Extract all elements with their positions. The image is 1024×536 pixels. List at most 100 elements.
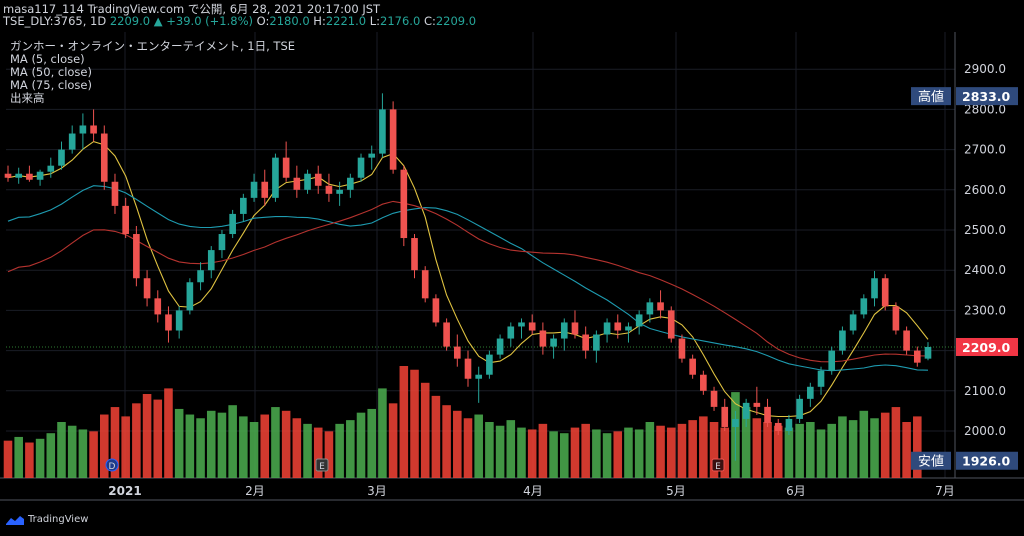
candle-body [507,326,515,339]
candle-body [443,322,450,347]
candle-body [432,298,440,323]
candle-body [689,358,696,375]
volume-bar [474,414,483,478]
candle-body [175,310,183,331]
volume-bar [741,407,751,478]
legend-ma50[interactable]: MA (50, close) [10,65,92,79]
volume-bar [763,422,772,478]
volume-bar [356,412,366,478]
legend-volume[interactable]: 出来高 [10,91,45,105]
ma5-line [7,140,929,418]
volume-bar [656,425,665,478]
price-tick-label: 2400.0 [964,263,1006,277]
volume-bars [3,366,922,478]
candle-body [742,402,750,419]
candle-body [892,306,900,331]
candle-body [710,390,718,407]
volume-bar [666,427,676,478]
volume-bar [292,418,302,478]
volume-bar [549,431,558,478]
volume-bar [784,427,794,478]
brand-label: TradingView [28,514,89,525]
volume-bar [570,427,580,478]
open-label: O: [256,14,270,28]
event-marker-label: E [715,462,721,472]
candle-body [218,234,226,251]
dividend-marker-icon [105,458,119,472]
volume-bar [602,433,612,478]
volume-bar [634,429,644,478]
candlesticks [4,93,932,461]
candle-body [79,125,87,134]
price-tick-label: 2500.0 [964,223,1006,237]
time-tick-label: 5月 [666,484,686,498]
volume-bar [399,366,409,478]
volume-bar [870,418,879,478]
volume-bar [378,388,387,478]
candle-body [68,133,76,150]
volume-bar [752,418,762,478]
candle-body [368,153,376,158]
price-axis: 2900.0 2800.0 2700.0 2600.0 2500.0 2400.0 2300… [964,62,1006,438]
candle-body [165,314,172,331]
volume-bar [624,427,633,478]
legend-ma5[interactable]: MA (5, close) [10,52,85,66]
volume-bar [463,418,473,478]
candle-body [379,109,386,154]
time-tick-label: 7月 [935,484,955,498]
price-tick-label: 2900.0 [964,62,1006,76]
high-label: H: [313,14,326,28]
volume-bar [838,416,847,478]
candle-body [464,358,472,379]
candle-body [400,169,408,239]
price-tick-label: 2600.0 [964,183,1006,197]
volume-bar [313,427,323,478]
volume-bar [100,414,109,478]
candle-body [261,181,269,198]
low-label-name: 安値 [918,454,944,470]
candle-body [796,398,803,419]
candle-body [90,125,97,134]
symbol: TSE_DLY:3765, 1D [3,14,107,28]
candle-body [282,157,290,178]
tradingview-footer[interactable]: TradingView [6,514,88,525]
volume-bar [281,410,291,478]
event-marker-label: D [109,462,116,472]
candle-body [807,386,814,399]
candle-body [625,326,632,331]
time-tick-label: 3月 [367,484,387,498]
volume-bar [891,407,901,478]
candle-body [36,171,44,180]
earnings-marker-icon [711,458,725,472]
volume-bar [121,416,130,478]
volume-bar [592,429,601,478]
candle-body [15,173,23,178]
ohlc-readout: TSE_DLY:3765, 1D 2209.0 ▲ +39.0 (+1.8%) … [3,14,476,28]
candle-body [582,334,589,351]
volume-bar [249,422,259,478]
low-label: L: [369,14,381,28]
volume-bar [699,416,708,478]
volume-bar [174,408,184,478]
legend-ma75[interactable]: MA (75, close) [10,78,92,92]
candle-body [774,422,782,431]
price-tick-label: 2300.0 [964,303,1006,317]
low-label-value: 1926.0 [962,454,1011,469]
candle-body [100,133,108,182]
price-tick-label: 2700.0 [964,143,1006,157]
candle-body [347,177,354,190]
volume-bar [773,425,783,478]
candle-body [207,250,215,271]
volume-bar [431,395,441,478]
tradingview-logo-icon [6,515,24,525]
candle-body [614,322,622,331]
candle-body [560,322,568,339]
candle-body [325,185,333,194]
candle-body [186,282,194,311]
time-tick-label: 6月 [786,484,806,498]
volume-bar [324,431,334,478]
candle-body [111,181,119,206]
low-label-value-box [956,451,1018,470]
volume-bar [35,438,45,478]
